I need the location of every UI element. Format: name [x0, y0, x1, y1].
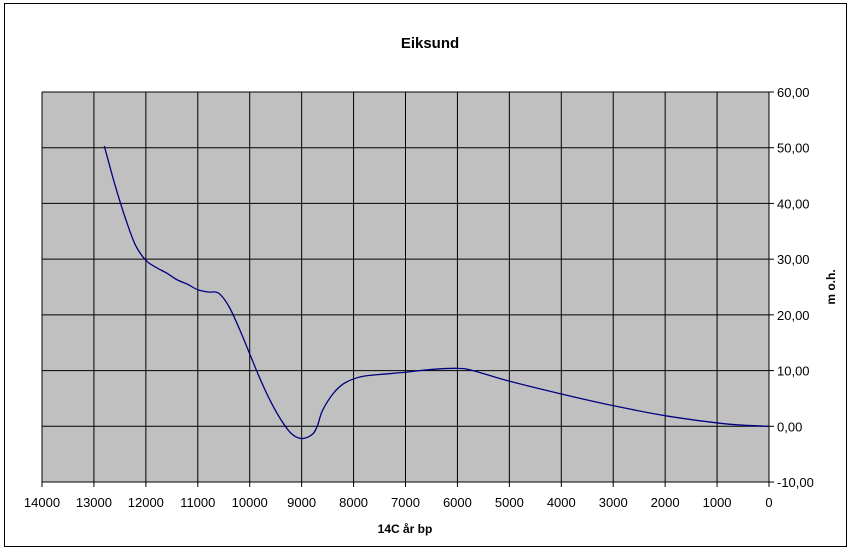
x-tick-label: 2000 [651, 495, 680, 510]
x-tick-label: 9000 [287, 495, 316, 510]
y-tick-label: 20,00 [777, 308, 810, 323]
x-tick-label: 3000 [599, 495, 628, 510]
x-tick-label: 14000 [24, 495, 60, 510]
y-axis-label: m o.h. [824, 269, 838, 304]
x-tick-label: 13000 [76, 495, 112, 510]
series-line [103, 145, 770, 440]
x-axis-label: 14C år bp [378, 522, 433, 536]
x-axis-ticks: 14000 13000 12000 11000 10000 9000 8000 7000 600… [24, 481, 773, 510]
x-tick-label: 7000 [391, 495, 420, 510]
x-tick-label: 10000 [232, 495, 268, 510]
chart-title: Eiksund [401, 35, 459, 52]
y-axis-ticks: -10,00 0,00 10,00 20,00 30,00 40,00 50,00 60,00 [768, 85, 814, 490]
x-tick-label: 5000 [495, 495, 524, 510]
y-tick-label: 40,00 [777, 196, 810, 211]
x-tick-label: 1000 [703, 495, 732, 510]
y-tick-label: -10,00 [777, 475, 814, 490]
y-tick-label: 30,00 [777, 252, 810, 267]
series-group [103, 145, 770, 440]
y-tick-label: 50,00 [777, 141, 810, 156]
x-tick-label: 12000 [128, 495, 164, 510]
y-tick-label: 0,00 [777, 419, 802, 434]
x-tick-label: 0 [765, 495, 772, 510]
x-tick-label: 11000 [180, 495, 215, 510]
y-tick-label: 60,00 [777, 85, 810, 100]
x-tick-label: 6000 [443, 495, 472, 510]
x-tick-label: 8000 [339, 495, 368, 510]
x-tick-label: 4000 [547, 495, 576, 510]
y-tick-label: 10,00 [777, 364, 810, 379]
